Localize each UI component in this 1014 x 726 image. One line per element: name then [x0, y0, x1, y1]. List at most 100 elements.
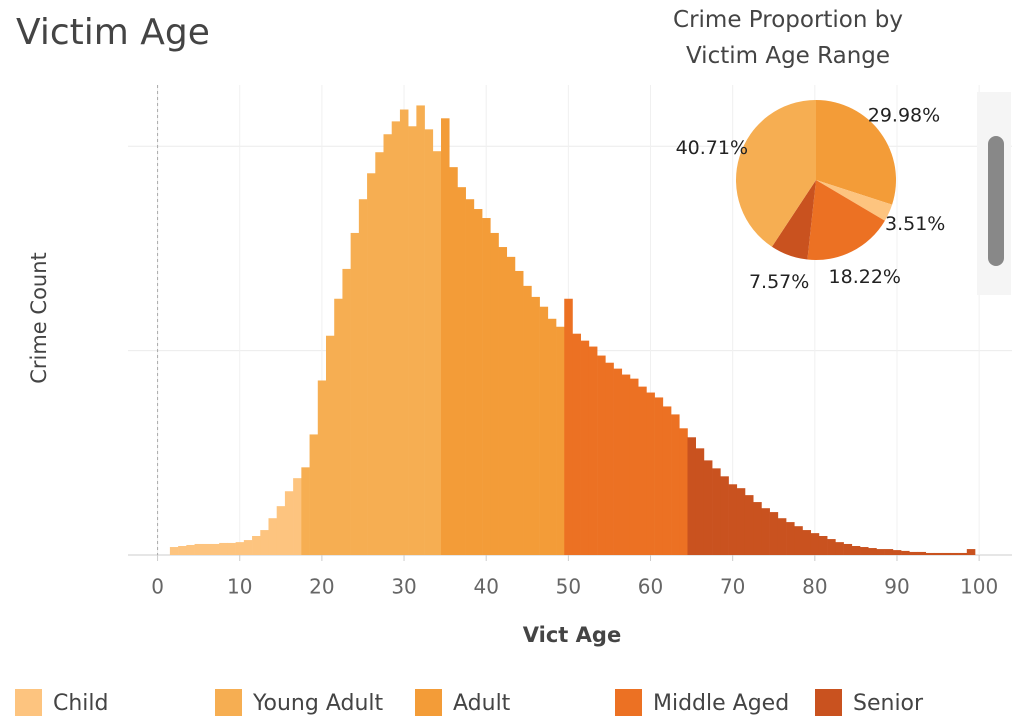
histogram-bar: [235, 542, 245, 555]
histogram-bar: [597, 355, 606, 555]
histogram-bar: [514, 270, 524, 555]
legend-swatch: [415, 689, 442, 716]
histogram-bar: [588, 346, 598, 555]
legend-label: Middle Aged: [653, 691, 789, 716]
histogram-bar: [465, 199, 475, 555]
x-tick-label: 80: [802, 575, 827, 599]
histogram-bar: [646, 392, 655, 555]
x-tick-label: 60: [638, 575, 663, 599]
histogram-bar: [728, 484, 738, 555]
histogram-bar: [284, 491, 294, 555]
histogram-bar: [687, 437, 696, 555]
x-tick-label: 100: [960, 575, 998, 599]
histogram-bar: [457, 187, 466, 555]
histogram-bar: [753, 502, 762, 555]
histogram-bar: [482, 218, 491, 555]
pie-slice: [816, 180, 893, 221]
pie-slice: [816, 100, 896, 205]
pie-slice: [736, 100, 816, 247]
histogram-bar: [531, 296, 540, 555]
histogram-bar: [227, 542, 236, 555]
histogram-bar: [835, 542, 844, 555]
histogram-bar: [901, 550, 910, 555]
histogram-bar: [933, 552, 943, 555]
histogram-bar: [827, 539, 836, 555]
histogram-bar: [194, 543, 204, 555]
histogram-bar: [794, 526, 803, 555]
pie-title: Crime Proportion by Victim Age Range: [673, 7, 903, 69]
histogram-bar: [334, 298, 343, 555]
histogram-bar: [769, 512, 779, 555]
histogram-bar: [629, 378, 639, 555]
legend-swatch: [815, 689, 842, 716]
histogram-bar: [432, 151, 442, 556]
pie-label: 18.22%: [829, 266, 901, 288]
histogram-bar: [884, 549, 894, 555]
histogram-bar: [547, 318, 557, 555]
x-tick-label: 10: [227, 575, 252, 599]
x-tick-label: 0: [151, 575, 164, 599]
histogram-bar: [375, 152, 384, 555]
histogram-bar: [580, 340, 590, 555]
histogram-bar: [260, 530, 269, 555]
histogram-bar: [219, 542, 228, 555]
histogram-bar: [358, 199, 368, 555]
histogram-bar: [876, 549, 885, 555]
legend-swatch: [615, 689, 642, 716]
histogram-bar: [613, 368, 623, 555]
histogram-bar: [276, 506, 286, 555]
histogram-bar: [449, 167, 458, 555]
x-tick-label: 70: [720, 575, 745, 599]
scrollbar-thumb[interactable]: [988, 136, 1004, 266]
histogram-bar: [268, 518, 278, 555]
histogram-bar: [572, 333, 581, 555]
histogram-bar: [473, 209, 483, 555]
histogram-bar: [169, 547, 179, 555]
y-axis-title: Crime Count: [27, 252, 51, 384]
histogram-bar: [317, 380, 327, 555]
legend-swatch: [15, 689, 42, 716]
histogram-bar: [498, 247, 508, 555]
histogram-bar: [301, 467, 310, 555]
histogram-bar: [777, 518, 787, 555]
histogram-bar: [851, 546, 861, 555]
histogram-bar: [761, 508, 770, 555]
histogram-bar: [712, 468, 721, 555]
histogram-bar: [325, 335, 335, 555]
histogram-bar: [695, 448, 705, 555]
legend-label: Child: [53, 691, 109, 716]
histogram-bar: [506, 256, 516, 555]
histogram-bar: [744, 495, 754, 555]
histogram-bar: [958, 552, 968, 555]
histogram-bar: [293, 478, 302, 555]
legend-label: Senior: [853, 691, 924, 716]
histogram-bar: [720, 476, 729, 555]
histogram-bar: [638, 386, 647, 555]
histogram-bar: [564, 298, 573, 555]
x-tick-label: 20: [309, 575, 334, 599]
histogram-bar: [186, 544, 195, 555]
histogram-bar: [966, 549, 976, 555]
legend-label: Young Adult: [252, 691, 384, 716]
pie-slice: [771, 180, 816, 260]
histogram-bar: [441, 118, 450, 556]
dashboard-title: Victim Age: [16, 12, 210, 53]
histogram-bar: [860, 547, 869, 555]
histogram-bar: [383, 134, 393, 555]
histogram-bar: [736, 488, 746, 555]
histogram-bar: [662, 406, 672, 555]
histogram-bar: [621, 374, 631, 555]
histogram-bar: [925, 552, 935, 555]
histogram-bar: [399, 109, 409, 556]
pie-label: 3.51%: [885, 213, 945, 235]
histogram-bar: [350, 232, 360, 556]
histogram-bar: [424, 129, 434, 555]
histogram-bar: [309, 434, 319, 555]
histogram-bar: [868, 548, 877, 555]
histogram-bar: [818, 535, 828, 555]
pie-label: 29.98%: [868, 105, 940, 127]
histogram-bar: [909, 551, 918, 555]
legend-label: Adult: [453, 691, 511, 716]
